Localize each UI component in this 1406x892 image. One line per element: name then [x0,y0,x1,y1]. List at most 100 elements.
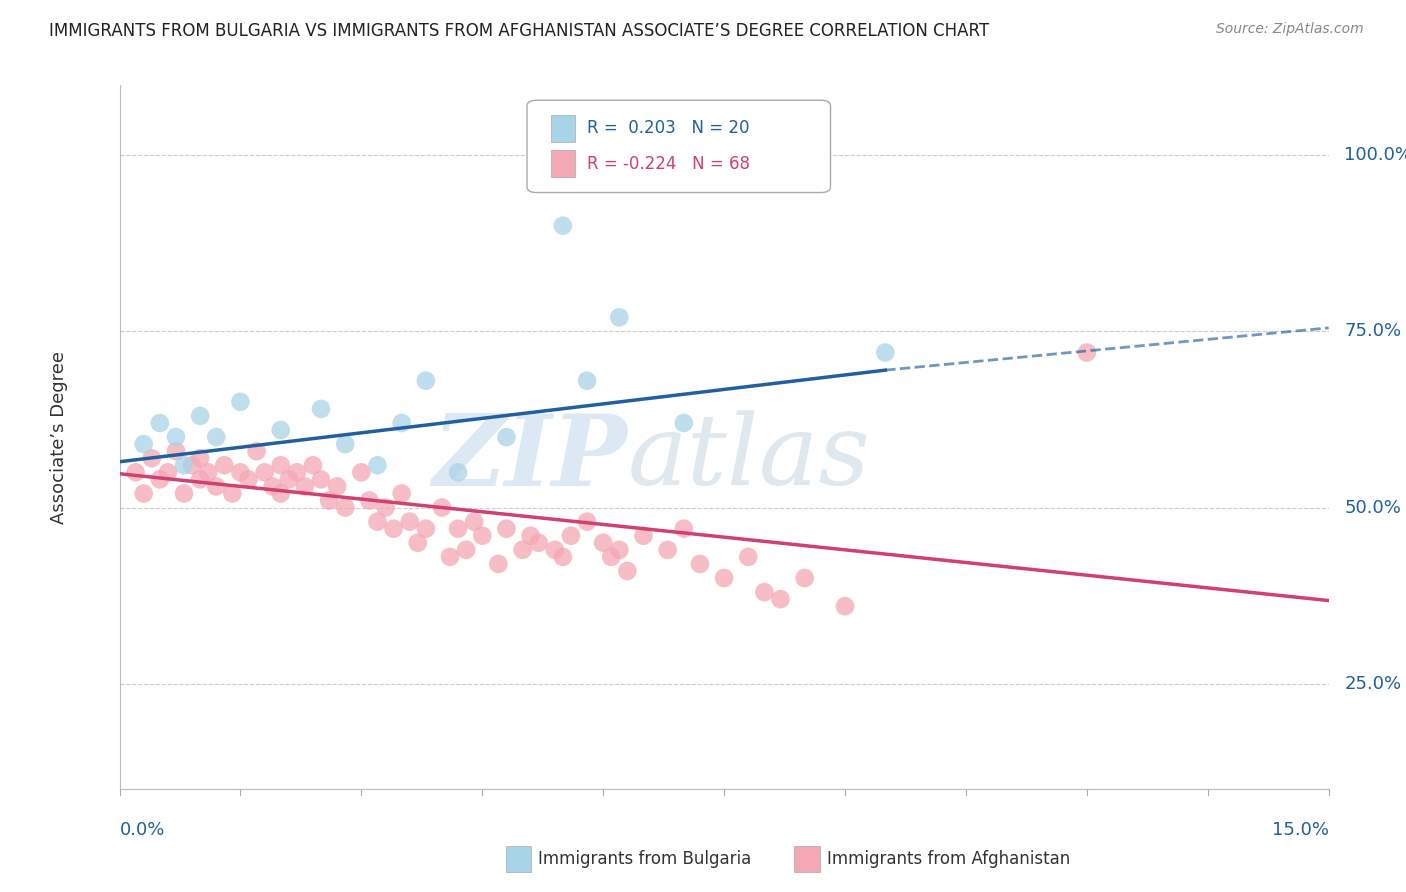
Point [447,466,470,480]
Point [294,479,316,493]
Point [366,515,388,529]
Point [173,486,195,500]
Point [132,437,155,451]
Point [391,486,413,500]
Text: Source: ZipAtlas.com: Source: ZipAtlas.com [1216,22,1364,37]
Point [245,444,267,458]
Text: Immigrants from Bulgaria: Immigrants from Bulgaria [538,850,752,868]
Point [754,585,776,599]
FancyBboxPatch shape [551,115,575,142]
Point [277,472,299,486]
Point [197,466,219,480]
Point [607,542,630,557]
Point [456,542,478,557]
Point [737,549,759,564]
Point [309,401,332,416]
Text: ZIP: ZIP [433,410,627,507]
Point [335,500,357,515]
Point [834,599,856,614]
Point [672,416,695,430]
Point [672,522,695,536]
Text: 0.0%: 0.0% [120,822,165,839]
Point [576,515,599,529]
Point [544,542,567,557]
Point [439,549,461,564]
Point [486,557,509,571]
Point [214,458,236,473]
Point [359,493,381,508]
Point [527,535,550,549]
Point [156,466,179,480]
Point [447,522,470,536]
Point [181,458,204,473]
Point [350,466,373,480]
Point [149,416,172,430]
FancyBboxPatch shape [551,150,575,177]
Point [430,500,453,515]
Text: 15.0%: 15.0% [1271,822,1329,839]
Point [205,479,228,493]
Point [1076,345,1098,359]
Point [600,549,623,564]
FancyBboxPatch shape [527,100,831,193]
Point [415,522,437,536]
Point [576,374,599,388]
Text: Immigrants from Afghanistan: Immigrants from Afghanistan [827,850,1070,868]
Point [132,486,155,500]
Point [238,472,260,486]
Point [205,430,228,444]
Point [689,557,711,571]
Text: 75.0%: 75.0% [1344,322,1402,341]
Point [173,458,195,473]
Point [607,310,630,325]
Text: 100.0%: 100.0% [1344,146,1406,164]
Point [229,394,252,409]
Point [309,472,332,486]
Point [633,529,655,543]
Point [124,466,146,480]
Point [188,409,211,423]
Point [188,472,211,486]
Point [406,535,429,549]
Point [262,479,284,493]
Point [326,479,349,493]
Point [270,486,292,500]
Point [592,535,614,549]
Text: 25.0%: 25.0% [1344,674,1402,693]
Text: R = -0.224   N = 68: R = -0.224 N = 68 [588,154,751,173]
Point [471,529,494,543]
Point [769,592,792,607]
Point [285,466,308,480]
Point [149,472,172,486]
Point [270,458,292,473]
Text: R =  0.203   N = 20: R = 0.203 N = 20 [588,120,749,137]
Point [382,522,405,536]
Point [253,466,276,480]
Point [188,451,211,466]
Point [793,571,815,585]
Point [141,451,163,466]
Point [415,374,437,388]
Point [229,466,252,480]
Point [512,542,534,557]
Point [398,515,420,529]
Point [551,549,574,564]
Text: IMMIGRANTS FROM BULGARIA VS IMMIGRANTS FROM AFGHANISTAN ASSOCIATE’S DEGREE CORRE: IMMIGRANTS FROM BULGARIA VS IMMIGRANTS F… [49,22,990,40]
Point [302,458,325,473]
Point [335,437,357,451]
Point [875,345,897,359]
Point [519,529,541,543]
Point [374,500,396,515]
Point [366,458,388,473]
Text: atlas: atlas [627,410,870,506]
Point [713,571,735,585]
Point [657,542,679,557]
Point [391,416,413,430]
Point [165,444,187,458]
Point [616,564,638,578]
Point [495,522,517,536]
Point [270,423,292,437]
Point [463,515,485,529]
Text: 50.0%: 50.0% [1344,499,1402,516]
Point [495,430,517,444]
